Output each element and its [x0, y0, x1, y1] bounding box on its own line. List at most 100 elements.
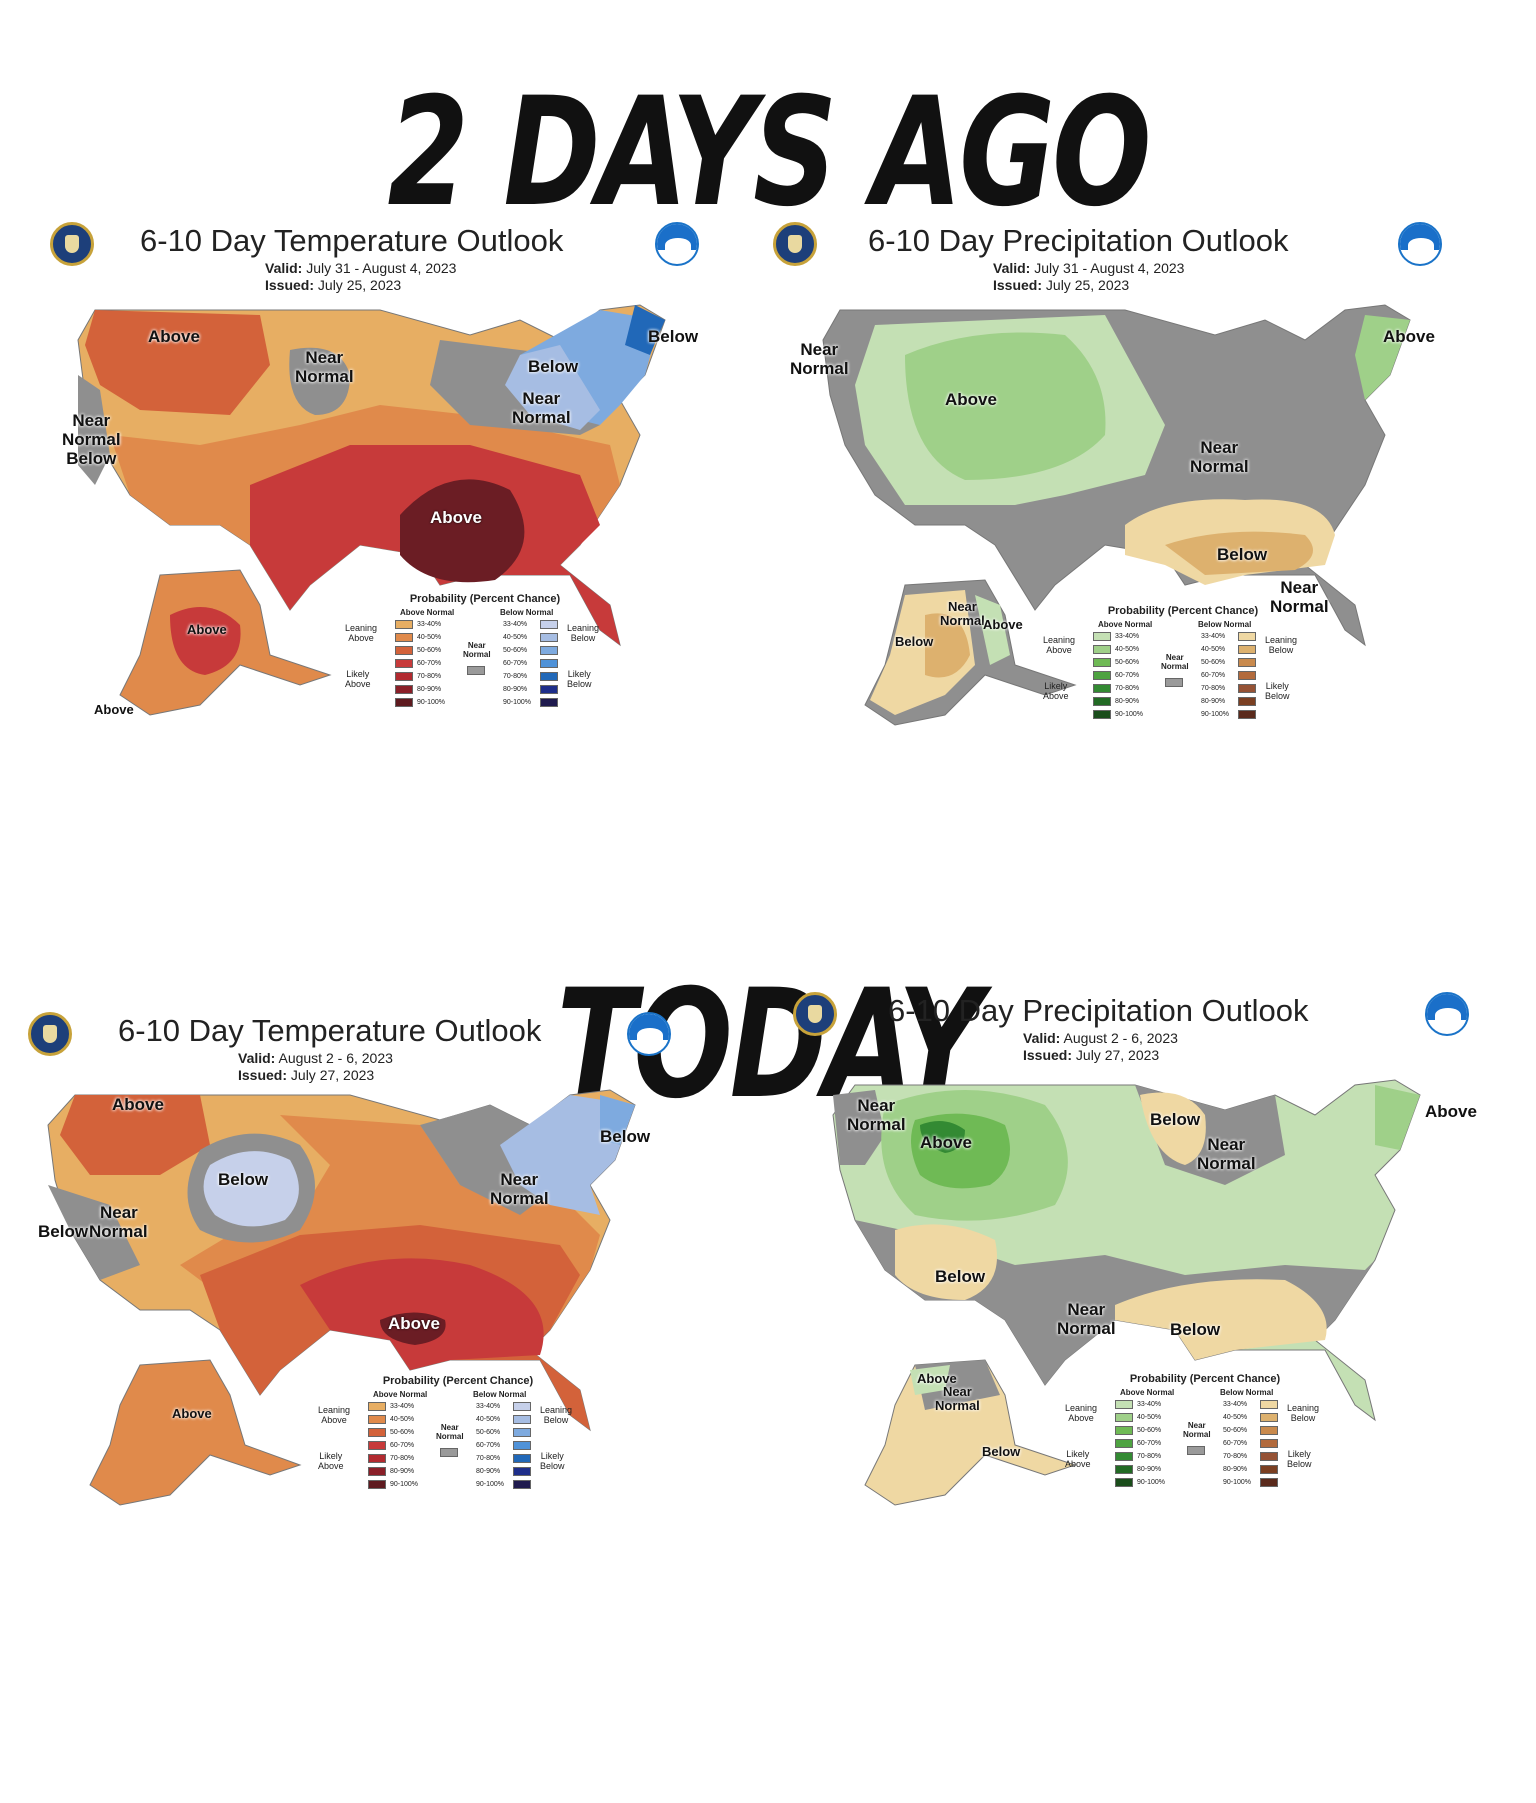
legend-above-range: 40-50%: [1137, 1414, 1162, 1421]
region-label: Below: [1170, 1320, 1221, 1339]
legend-below-range: 60-70%: [476, 1442, 501, 1449]
legend-below-swatch: [1260, 1452, 1278, 1461]
legend-above-range: 33-40%: [417, 621, 442, 628]
legend-above-swatch: [1115, 1413, 1133, 1422]
region-label: Above: [430, 508, 482, 527]
legend: Probability (Percent Chance) Above Normal…: [345, 593, 605, 723]
legend-below-swatch: [513, 1415, 531, 1424]
legend-above-swatch: [395, 698, 413, 707]
noaa-logo-icon: [1398, 222, 1442, 266]
legend-above-range: 80-90%: [390, 1468, 415, 1475]
legend-above-range: 70-80%: [1115, 685, 1140, 692]
panel-temperature-outlook-new: 6-10 Day Temperature Outlook Valid: Augu…: [0, 1012, 740, 1655]
region-label: Below: [1150, 1110, 1201, 1129]
legend-leaning-above: Leaning Above: [1043, 635, 1076, 655]
legend-below-range: 50-60%: [476, 1429, 501, 1436]
legend-above-range: 70-80%: [1137, 1453, 1162, 1460]
legend-below-range: 60-70%: [1223, 1440, 1248, 1447]
legend-above-swatch: [1093, 710, 1111, 719]
precip-leaning-below-sw: [895, 1224, 997, 1300]
region-label: Near Normal: [1190, 438, 1249, 476]
region-label: Above: [1425, 1102, 1477, 1121]
legend-above-swatch: [395, 672, 413, 681]
legend-above-range: 90-100%: [417, 699, 446, 706]
legend-below-range: 80-90%: [503, 686, 528, 693]
precip-below-core: [1165, 531, 1313, 575]
legend-below-swatch: [513, 1480, 531, 1489]
legend-below-range: 40-50%: [1201, 646, 1226, 653]
legend-below-swatch: [540, 620, 558, 629]
legend: Probability (Percent Chance) Above Normal…: [1065, 1373, 1325, 1503]
region-label: Near Normal: [847, 1096, 906, 1134]
precipitation-map-old: [822, 304, 1411, 726]
legend-near-normal: Near Normal: [1183, 1421, 1211, 1439]
legend-below-swatch: [540, 646, 558, 655]
legend-below-swatch: [1260, 1400, 1278, 1409]
legend-below-range: 90-100%: [1201, 711, 1230, 718]
legend-above-range: 50-60%: [390, 1429, 415, 1436]
legend-above-range: 90-100%: [390, 1481, 419, 1488]
legend-above-range: 90-100%: [1137, 1479, 1166, 1486]
legend-above-swatch: [1093, 671, 1111, 680]
region-label: Above: [1383, 327, 1435, 346]
alaska-below-core: [925, 613, 970, 678]
legend-above-range: 50-60%: [1115, 659, 1140, 666]
panel-dates: Valid: August 2 - 6, 2023 Issued: July 2…: [1023, 1030, 1178, 1063]
legend-below-swatch: [1260, 1465, 1278, 1474]
legend-above-range: 80-90%: [417, 686, 442, 693]
legend-below-range: 50-60%: [503, 647, 528, 654]
legend-leaning-below: Leaning Below: [1265, 635, 1298, 655]
legend-above-range: 80-90%: [1137, 1466, 1162, 1473]
legend-below-range: 33-40%: [1201, 633, 1226, 640]
legend-likely-above: Likely Above: [1065, 1449, 1091, 1469]
temp-below-ne-core: [600, 1095, 635, 1145]
region-label: Near Normal Below: [62, 411, 121, 468]
panel-temperature-outlook-old: 6-10 Day Temperature Outlook Valid: July…: [0, 222, 740, 865]
temp-below-ne-light: [505, 345, 600, 430]
region-label: Below: [218, 1170, 269, 1189]
temp-above-core: [400, 479, 525, 583]
legend-below-range: 40-50%: [503, 634, 528, 641]
region-label: Above: [148, 327, 200, 346]
region-label: Normal: [89, 1222, 148, 1241]
region-label: Below: [600, 1127, 651, 1146]
legend-below-heading: Below Normal: [1220, 1388, 1274, 1397]
noaa-logo-icon: [655, 222, 699, 266]
headline-2-days-ago: 2 DAYS AGO: [387, 66, 1152, 240]
legend-above-swatch: [1093, 684, 1111, 693]
legend-above-range: 33-40%: [1115, 633, 1140, 640]
legend-leaning-below: Leaning Below: [540, 1405, 573, 1425]
legend-above-swatch: [368, 1441, 386, 1450]
legend-above-range: 60-70%: [390, 1442, 415, 1449]
panel-title: 6-10 Day Temperature Outlook: [118, 1013, 542, 1048]
legend-above-range: 60-70%: [1115, 672, 1140, 679]
panel-title: 6-10 Day Precipitation Outlook: [888, 993, 1309, 1028]
legend-below-swatch: [513, 1402, 531, 1411]
legend-above-range: 90-100%: [1115, 711, 1144, 718]
legend-above-swatch: [368, 1467, 386, 1476]
precipitation-map-new: [832, 1079, 1421, 1506]
legend-above-swatch: [1115, 1465, 1133, 1474]
legend-below-range: 40-50%: [476, 1416, 501, 1423]
legend-below-range: 50-60%: [1201, 659, 1226, 666]
region-label: Below: [1217, 545, 1268, 564]
region-label: Above: [94, 702, 134, 717]
legend-above-range: 70-80%: [417, 673, 442, 680]
temp-below-core: [625, 305, 665, 355]
precip-above-ne: [1355, 315, 1410, 400]
legend-above-swatch: [368, 1415, 386, 1424]
legend-below-swatch: [540, 672, 558, 681]
region-label: Above: [945, 390, 997, 409]
legend-above-swatch: [368, 1402, 386, 1411]
legend-leaning-below: Leaning Below: [567, 623, 600, 643]
legend-likely-above: Likely Above: [345, 669, 371, 689]
legend-above-heading: Above Normal: [400, 608, 455, 617]
legend-near-normal: Near Normal: [463, 641, 491, 659]
region-label: Above: [388, 1314, 440, 1333]
legend-near-normal-swatch: [1187, 1446, 1205, 1455]
near-normal-gray-sw: [78, 375, 110, 485]
near-normal-gray-nw: [833, 1090, 885, 1165]
legend-above-swatch: [368, 1454, 386, 1463]
department-of-commerce-seal-icon: [50, 222, 94, 266]
department-of-commerce-seal-icon: [773, 222, 817, 266]
